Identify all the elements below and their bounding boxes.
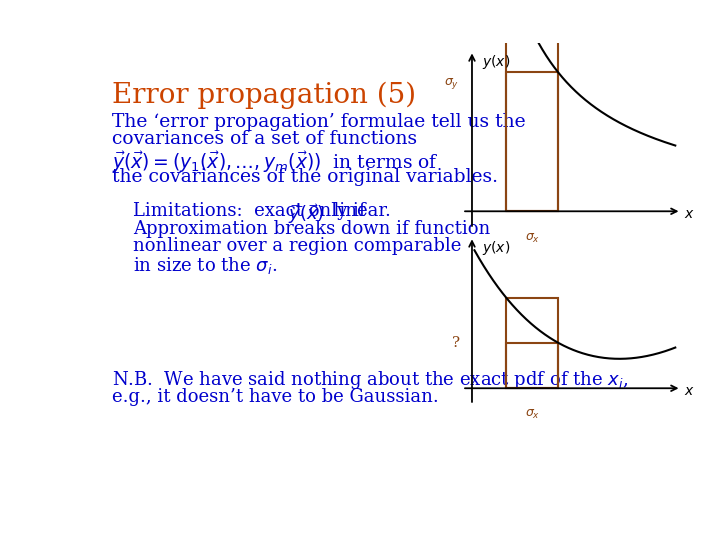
- Bar: [506, 343, 558, 388]
- Text: nonlinear over a region comparable: nonlinear over a region comparable: [132, 237, 461, 255]
- Text: $\sigma_x$: $\sigma_x$: [525, 408, 540, 421]
- Text: The ‘error propagation’ formulae tell us the: The ‘error propagation’ formulae tell us…: [112, 112, 526, 131]
- Text: $y(x)$: $y(x)$: [482, 239, 510, 257]
- Text: Error propagation (5): Error propagation (5): [112, 82, 416, 109]
- Text: Approximation breaks down if function: Approximation breaks down if function: [132, 220, 490, 238]
- Text: $y(x)$: $y(x)$: [482, 53, 510, 71]
- Text: $x$: $x$: [684, 207, 695, 221]
- Text: in size to the $\sigma_i$.: in size to the $\sigma_i$.: [132, 255, 277, 276]
- Text: linear.: linear.: [323, 202, 392, 220]
- Text: ?: ?: [451, 336, 459, 350]
- Text: $\sigma_y$: $\sigma_y$: [444, 77, 459, 91]
- Text: the covariances of the original variables.: the covariances of the original variable…: [112, 168, 498, 186]
- Bar: [506, 72, 558, 211]
- Text: $x$: $x$: [684, 384, 695, 398]
- Bar: [506, 298, 558, 388]
- Bar: [506, 0, 558, 211]
- Text: covariances of a set of functions: covariances of a set of functions: [112, 130, 417, 148]
- Text: $\vec{y}(\vec{x})$: $\vec{y}(\vec{x})$: [287, 202, 324, 226]
- Text: Limitations:  exact only if: Limitations: exact only if: [132, 202, 365, 220]
- Text: e.g., it doesn’t have to be Gaussian.: e.g., it doesn’t have to be Gaussian.: [112, 388, 438, 406]
- Text: N.B.  We have said nothing about the exact pdf of the $x_i$,: N.B. We have said nothing about the exac…: [112, 369, 628, 391]
- Text: $\vec{y}(\vec{x}) = (y_1(\vec{x}),\ldots,y_m(\vec{x}))$  in terms of: $\vec{y}(\vec{x}) = (y_1(\vec{x}),\ldots…: [112, 150, 438, 174]
- Text: $\sigma_x$: $\sigma_x$: [525, 232, 540, 245]
